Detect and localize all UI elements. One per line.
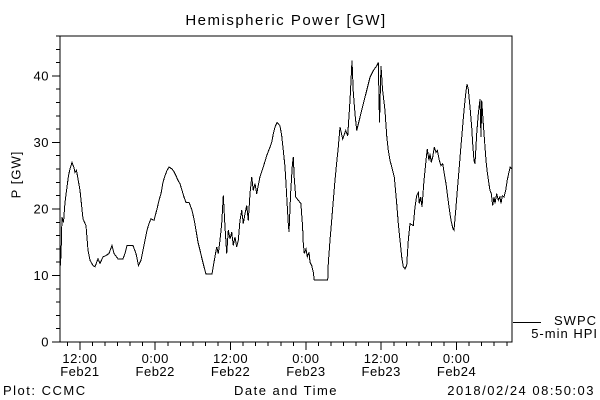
x-tick-date-label: Feb21 — [60, 364, 99, 379]
x-tick-time-label: 12:00 — [213, 351, 248, 366]
chart-title: Hemispheric Power [GW] — [185, 12, 387, 29]
x-tick-time-label: 0:00 — [142, 351, 169, 366]
hpi-series-line — [59, 60, 513, 281]
y-axis-title: P [GW] — [8, 150, 24, 199]
x-tick-time-label: 0:00 — [292, 351, 319, 366]
x-tick-time-label: 12:00 — [364, 351, 399, 366]
y-tick-label: 40 — [34, 68, 49, 83]
x-tick-date-label: Feb24 — [437, 364, 476, 379]
legend-series-desc: 5-min HPI — [531, 326, 598, 341]
x-tick-date-label: Feb22 — [136, 364, 175, 379]
y-tick-label: 30 — [34, 135, 49, 150]
y-tick-label: 20 — [34, 201, 49, 216]
y-tick-label: 10 — [34, 268, 49, 283]
y-tick-label: 0 — [41, 335, 49, 350]
plot-frame — [59, 35, 513, 343]
x-tick-time-label: 12:00 — [62, 351, 97, 366]
x-tick-time-label: 0:00 — [443, 351, 470, 366]
timestamp-label: 2018/02/24 08:50:03 — [447, 383, 595, 398]
x-tick-date-label: Feb23 — [362, 364, 401, 379]
credit-label: Plot: CCMC — [3, 383, 87, 398]
x-tick-date-label: Feb23 — [286, 364, 325, 379]
x-tick-date-label: Feb22 — [211, 364, 250, 379]
x-axis-title: Date and Time — [233, 383, 339, 398]
legend-series-name: SWPC — [554, 313, 597, 328]
